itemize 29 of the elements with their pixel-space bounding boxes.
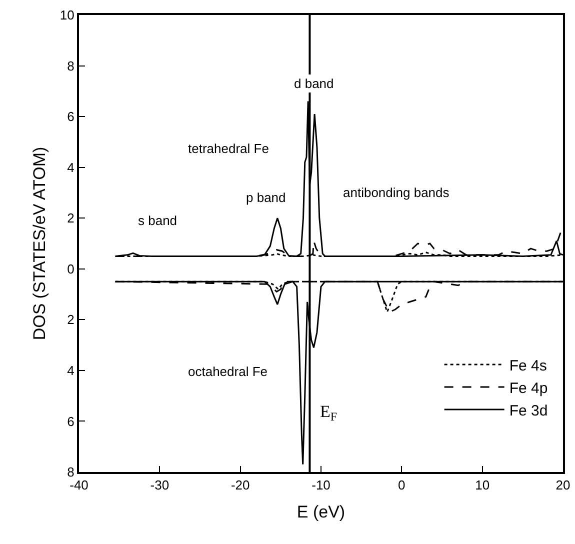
legend-label: Fe 4s bbox=[509, 357, 547, 374]
ref-line-label: E$_{F}$ bbox=[320, 402, 338, 424]
y-tick-label: 4 bbox=[67, 362, 74, 378]
annotation: s band bbox=[138, 213, 178, 228]
y-tick-label: 8 bbox=[67, 58, 74, 74]
annotation: antibonding bands bbox=[343, 185, 450, 200]
x-axis-title: E (eV) bbox=[296, 502, 346, 522]
y-tick-label: 8 bbox=[67, 464, 74, 480]
x-tick-label: -40 bbox=[70, 478, 88, 493]
y-tick-label: 0 bbox=[67, 261, 74, 276]
x-tick-label: -10 bbox=[312, 478, 330, 493]
legend-label: Fe 4p bbox=[509, 380, 548, 397]
y-tick-label: 4 bbox=[67, 160, 74, 175]
x-tick-label: -20 bbox=[230, 478, 250, 493]
y-tick-label: 2 bbox=[67, 312, 74, 328]
annotation: d band bbox=[294, 76, 334, 91]
x-tick-label: 0 bbox=[398, 478, 406, 493]
annotation: tetrahedral Fe bbox=[188, 141, 269, 156]
y-tick-label: 6 bbox=[67, 414, 74, 429]
x-tick-label: 10 bbox=[475, 478, 490, 493]
annotation: octahedral Fe bbox=[188, 364, 268, 379]
y-tick-label: 6 bbox=[67, 109, 74, 124]
y-tick-label: 10 bbox=[60, 8, 74, 23]
y-tick-label: 2 bbox=[67, 210, 74, 226]
legend-label: Fe 3d bbox=[509, 402, 548, 420]
y-axis-title: DOS (STATES/eV ATOM) bbox=[30, 146, 49, 340]
x-tick-label: -30 bbox=[150, 478, 170, 493]
x-tick-label: 20 bbox=[556, 478, 570, 493]
annotation: p band bbox=[246, 190, 286, 205]
